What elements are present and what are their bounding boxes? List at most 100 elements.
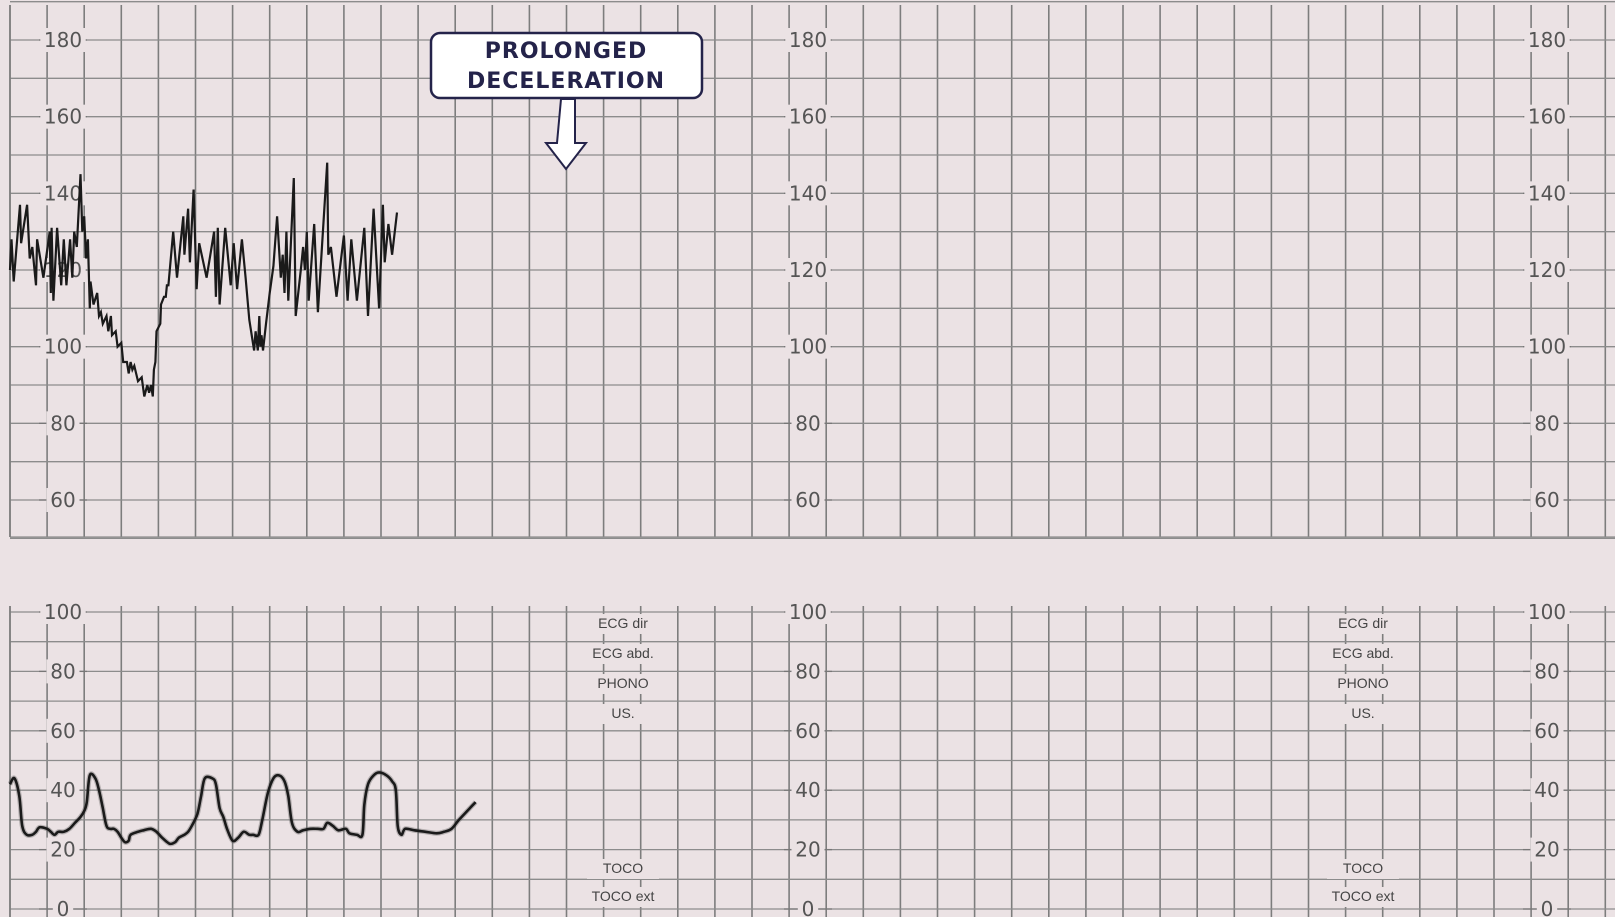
toco-tick-label: 60 — [50, 719, 75, 743]
toco-tick-label: 100 — [789, 600, 827, 624]
fhr-tick-bg — [1530, 488, 1564, 512]
toco-tick-label: 80 — [1534, 659, 1559, 683]
mode-label: TOCO — [603, 860, 643, 876]
fhr-tick-bg — [1524, 28, 1570, 52]
mode-label: TOCO — [1343, 860, 1383, 876]
fhr-tick-label: 120 — [1528, 258, 1566, 282]
fhr-tick-bg — [40, 334, 86, 359]
mode-label-bg — [587, 644, 659, 664]
toco-tick-label: 80 — [795, 659, 820, 683]
mode-label: ECG dir — [1338, 615, 1388, 631]
fhr-tick-bg — [785, 104, 831, 129]
mode-label-bg — [1327, 859, 1399, 879]
toco-tick-label: 100 — [44, 600, 82, 624]
toco-tick-label: 40 — [795, 778, 820, 802]
mode-label: US. — [1351, 705, 1374, 721]
fhr-tick-label: 140 — [44, 181, 82, 205]
toco-tick-label: 20 — [795, 838, 820, 862]
callout-line-1: PROLONGED — [485, 39, 647, 64]
fhr-tick-bg — [1524, 181, 1570, 206]
mode-label-bg — [1327, 704, 1399, 724]
fhr-tick-label: 60 — [795, 488, 820, 512]
fhr-tick-label: 160 — [44, 105, 82, 129]
fhr-tick-bg — [785, 181, 831, 206]
fhr-tick-label: 100 — [44, 335, 82, 359]
callout-line-2: DECELERATION — [467, 69, 665, 94]
mode-label-bg — [587, 887, 659, 907]
toco-trace — [8, 771, 477, 846]
toco-tick-bg — [46, 778, 80, 803]
toco-tick-bg — [1530, 778, 1564, 803]
toco-tick-bg — [785, 600, 831, 624]
toco-tick-bg — [791, 718, 825, 743]
toco-tick-label: 20 — [50, 838, 75, 862]
mode-label: ECG abd. — [592, 645, 653, 661]
fhr-tick-label: 160 — [1528, 105, 1566, 129]
toco-tick-bg — [52, 897, 74, 917]
fhr-tick-bg — [1524, 334, 1570, 359]
fhr-panel: 180 160 140 120 100 80 60 180 160 140 120 100 80 60 18… — [8, 1, 1615, 539]
fhr-tick-label: 140 — [1528, 181, 1566, 205]
toco-tick-bg — [791, 837, 825, 862]
fhr-tick-bg — [785, 334, 831, 359]
mode-label-bg — [587, 859, 659, 879]
mode-label: PHONO — [1337, 675, 1388, 691]
toco-tick-bg — [1530, 659, 1564, 684]
fhr-trace — [8, 162, 399, 397]
mode-label: TOCO ext — [1332, 888, 1395, 904]
toco-tick-bg — [46, 837, 80, 862]
toco-tick-bg — [797, 897, 819, 917]
toco-tick-label: 0 — [802, 897, 815, 917]
toco-tick-bg — [1530, 837, 1564, 862]
toco-scales: 100 80 60 40 20 0 100 80 60 40 20 0 100 80 60 40 20 0 — [39, 600, 1571, 917]
fhr-tick-bg — [46, 411, 80, 436]
mode-label-bg — [587, 614, 659, 634]
fhr-tick-bg — [785, 28, 831, 52]
fhr-tick-label: 60 — [1534, 488, 1559, 512]
mode-label-bg — [1327, 887, 1399, 907]
toco-tick-label: 20 — [1534, 838, 1559, 862]
fhr-tick-label: 100 — [1528, 335, 1566, 359]
mode-label-bg — [1327, 614, 1399, 634]
toco-tick-bg — [46, 659, 80, 684]
toco-panel: 100 80 60 40 20 0 100 80 60 40 20 0 100 80 60 40 20 0 ECG… — [7, 600, 1615, 917]
mode-label-bg — [1327, 644, 1399, 664]
fhr-tick-label: 160 — [789, 105, 827, 129]
fhr-tick-label: 80 — [50, 411, 75, 435]
toco-tick-bg — [1530, 718, 1564, 743]
mode-label: US. — [611, 705, 634, 721]
toco-tick-bg — [40, 600, 86, 624]
mode-label-bg — [587, 704, 659, 724]
fhr-tick-bg — [40, 28, 86, 52]
toco-tick-label: 0 — [57, 897, 70, 917]
toco-tick-bg — [1536, 897, 1558, 917]
fhr-tick-bg — [1524, 258, 1570, 282]
fhr-tick-label: 120 — [789, 258, 827, 282]
fhr-tick-bg — [46, 488, 80, 512]
mode-label: ECG abd. — [1332, 645, 1393, 661]
fhr-tick-label: 180 — [789, 28, 827, 52]
mode-label: PHONO — [597, 675, 648, 691]
fhr-tick-label: 60 — [50, 488, 75, 512]
toco-tick-bg — [1524, 600, 1570, 624]
fhr-tick-bg — [1524, 104, 1570, 129]
mode-label-bg — [587, 674, 659, 694]
toco-tick-label: 60 — [1534, 719, 1559, 743]
fhr-tick-bg — [40, 104, 86, 129]
toco-tick-label: 0 — [1541, 897, 1554, 917]
fhr-tick-label: 100 — [789, 335, 827, 359]
fhr-tick-bg — [785, 258, 831, 282]
fhr-tick-label: 80 — [795, 411, 820, 435]
toco-tick-label: 100 — [1528, 600, 1566, 624]
fhr-tick-bg — [791, 411, 825, 436]
down-arrow-icon — [543, 98, 589, 171]
toco-tick-label: 40 — [1534, 778, 1559, 802]
toco-tick-label: 40 — [50, 778, 75, 802]
fhr-tick-label: 80 — [1534, 411, 1559, 435]
fhr-scales: 180 160 140 120 100 80 60 180 160 140 120 100 80 60 18… — [39, 28, 1571, 512]
mode-label-bg — [1327, 674, 1399, 694]
toco-tick-label: 60 — [795, 719, 820, 743]
toco-tick-bg — [46, 718, 80, 743]
toco-tick-bg — [791, 778, 825, 803]
